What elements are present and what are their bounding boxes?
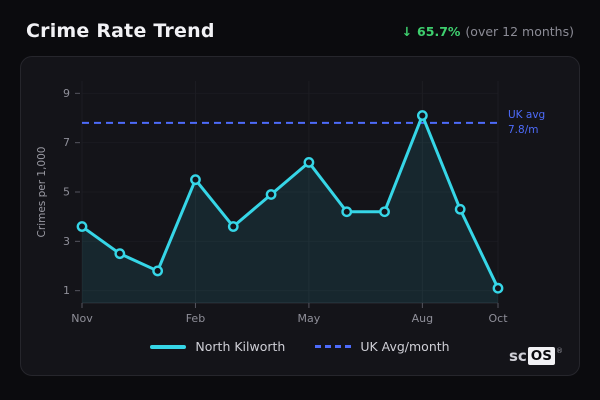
- legend-label: UK Avg/month: [360, 339, 450, 354]
- svg-text:UK avg: UK avg: [508, 109, 545, 121]
- svg-text:May: May: [298, 312, 321, 325]
- svg-text:7.8/m: 7.8/m: [508, 124, 538, 136]
- dashed-line-swatch-icon: [315, 345, 352, 348]
- svg-text:9: 9: [63, 87, 70, 100]
- logo-prefix: sc: [508, 347, 527, 365]
- crime-trend-chart: 1 3 5 7 9 Nov Feb May Aug Oct UK avg 7.8/m Crimes pe…: [36, 81, 545, 325]
- svg-text:5: 5: [63, 186, 70, 199]
- legend-label: North Kilworth: [195, 339, 286, 354]
- svg-text:7: 7: [63, 136, 70, 149]
- trend-stat-caption: (over 12 months): [465, 23, 574, 39]
- legend-item-uk-avg[interactable]: UK Avg/month: [315, 339, 450, 354]
- svg-text:Oct: Oct: [488, 312, 508, 325]
- chart-legend: North Kilworth UK Avg/month: [31, 339, 569, 354]
- chart-area: 1 3 5 7 9 Nov Feb May Aug Oct UK avg 7.8/m Crimes pe…: [30, 69, 570, 333]
- page-header: Crime Rate Trend ↓ 65.7% (over 12 months…: [0, 0, 600, 56]
- svg-text:Nov: Nov: [71, 312, 93, 325]
- svg-text:Aug: Aug: [412, 312, 433, 325]
- registered-mark: ®: [556, 347, 563, 355]
- logo-box: OS: [527, 347, 555, 365]
- svg-text:Feb: Feb: [186, 312, 205, 325]
- svg-text:3: 3: [63, 235, 70, 248]
- scos-logo: sc OS ®: [509, 347, 563, 365]
- trend-stat: ↓ 65.7% (over 12 months): [402, 24, 574, 39]
- page-title: Crime Rate Trend: [26, 20, 215, 42]
- svg-text:1: 1: [63, 284, 70, 297]
- svg-text:Crimes per 1,000: Crimes per 1,000: [36, 147, 48, 238]
- legend-item-north-kilworth[interactable]: North Kilworth: [150, 339, 285, 354]
- down-arrow-icon: ↓: [401, 23, 413, 39]
- trend-stat-value: 65.7%: [417, 23, 461, 39]
- chart-card: 1 3 5 7 9 Nov Feb May Aug Oct UK avg 7.8/m Crimes pe…: [20, 56, 580, 376]
- solid-line-swatch-icon: [150, 344, 187, 349]
